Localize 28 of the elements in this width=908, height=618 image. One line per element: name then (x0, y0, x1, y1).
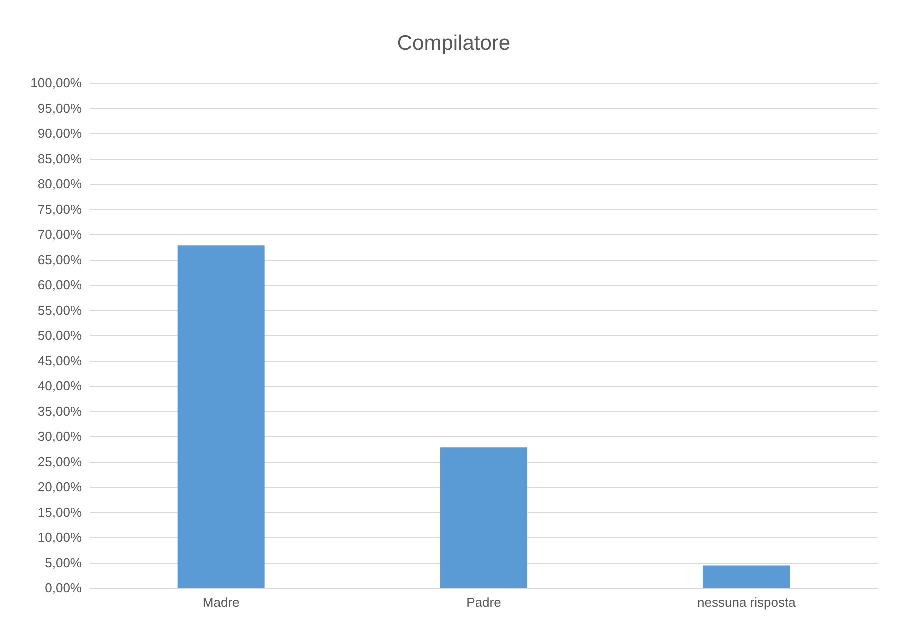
y-tick-label: 65,00% (38, 252, 82, 268)
x-tick-label: nessuna risposta (698, 595, 797, 610)
y-tick-label: 15,00% (38, 504, 82, 520)
y-tick-label: 20,00% (38, 480, 82, 494)
y-tick-label: 80,00% (38, 176, 82, 192)
bar (178, 246, 265, 588)
y-tick-label: 55,00% (38, 302, 82, 318)
y-tick-label: 10,00% (38, 530, 82, 545)
bar (440, 448, 528, 588)
bar (703, 566, 790, 588)
y-tick-label: 95,00% (38, 100, 82, 116)
y-tick-label: 50,00% (38, 328, 82, 343)
y-tick-label: 70,00% (38, 227, 82, 242)
y-tick-label: 75,00% (38, 202, 82, 217)
x-tick-label: Padre (466, 595, 502, 610)
x-tick-label: Madre (202, 595, 240, 610)
y-tick-label: 40,00% (38, 378, 82, 394)
y-tick-label: 90,00% (38, 126, 82, 141)
y-tick-label: 30,00% (38, 429, 82, 444)
y-tick-label: 25,00% (38, 454, 82, 470)
y-tick-label: 0,00% (45, 580, 82, 596)
y-tick-label: 100,00% (30, 76, 82, 90)
y-tick-label: 85,00% (38, 151, 82, 166)
y-tick-label: 5,00% (45, 555, 82, 570)
y-tick-label: 45,00% (38, 353, 82, 368)
y-tick-label: 35,00% (38, 404, 82, 419)
y-tick-label: 60,00% (38, 278, 82, 292)
chart-title: Compilatore (397, 32, 511, 55)
